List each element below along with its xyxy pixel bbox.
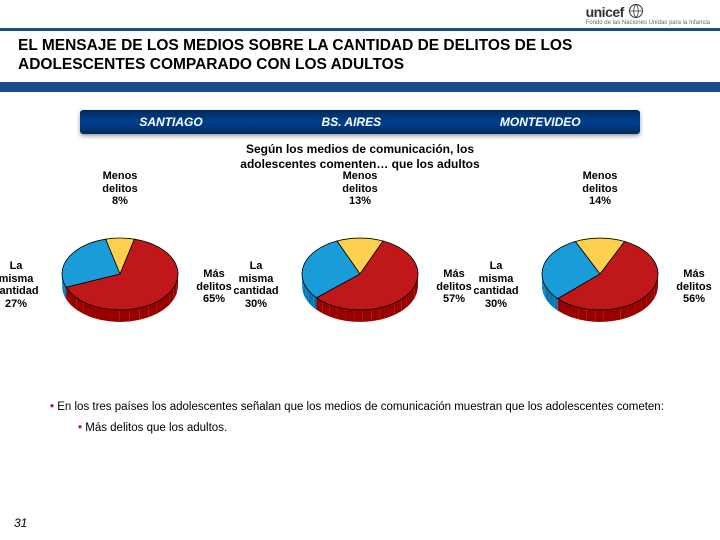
label-misma: Lamismacantidad30% [460,260,532,311]
page-title: EL MENSAJE DE LOS MEDIOS SOBRE LA CANTID… [18,36,680,75]
pie-chart-bsaires: Menosdelitos13%Lamismacantidad30%Másdeli… [240,180,480,380]
pie-chart-montevideo: Menosdelitos14%Lamismacantidad30%Másdeli… [480,180,720,380]
bullet-2: Más delitos que los adultos. [78,421,690,436]
bullet-list: En los tres países los adolescentes seña… [50,400,690,436]
page-number: 31 [14,516,27,530]
header-rule-bottom [0,82,720,92]
label-misma: Lamismacantidad30% [220,260,292,311]
label-menos: Menosdelitos8% [84,170,156,208]
label-menos: Menosdelitos14% [564,170,636,208]
city-label-3: MONTEVIDEO [500,115,581,129]
header-rule-top [0,28,720,31]
city-bar: SANTIAGO BS. AIRES MONTEVIDEO [80,110,640,134]
charts-row: Menosdelitos8%Lamismacantidad27%Másdelit… [0,180,720,380]
logo-text: unicef [586,4,624,20]
label-menos: Menosdelitos13% [324,170,396,208]
city-label-1: SANTIAGO [139,115,202,129]
unicef-logo: unicef Fondo de las Naciones Unidas para… [586,3,710,26]
bullet-1: En los tres países los adolescentes seña… [50,400,690,415]
pie-chart-santiago: Menosdelitos8%Lamismacantidad27%Másdelit… [0,180,240,380]
label-mas: Másdelitos56% [658,268,720,306]
logo-subtitle: Fondo de las Naciones Unidas para la Inf… [586,20,710,26]
subtitle: Según los medios de comunicación, losado… [0,142,720,172]
globe-icon [628,3,644,19]
label-misma: Lamismacantidad27% [0,260,52,311]
city-label-2: BS. AIRES [322,115,382,129]
